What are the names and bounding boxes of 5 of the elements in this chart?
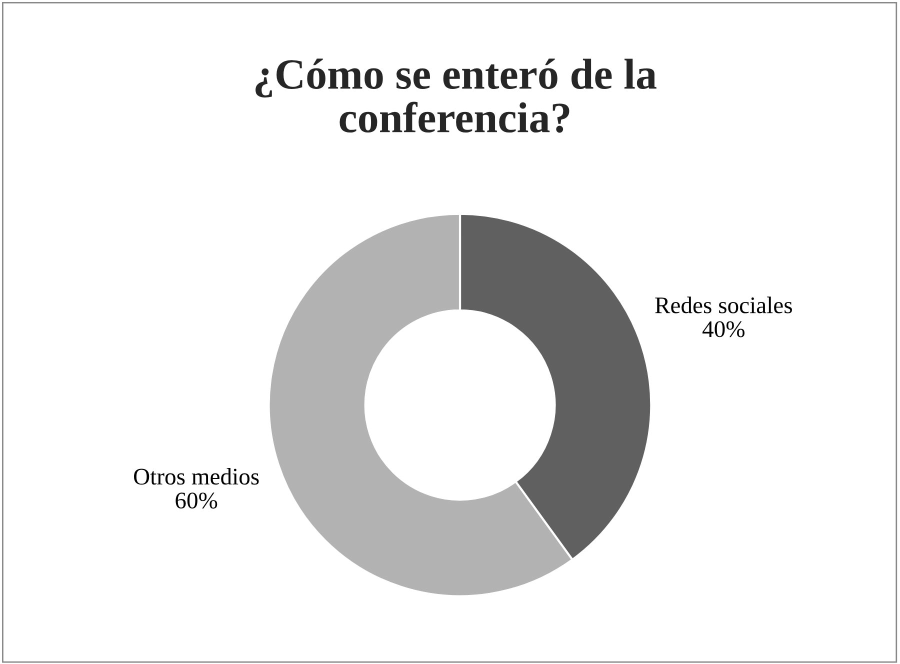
slice-label: Otros medios <box>134 468 259 485</box>
chart-title: ¿Cómo se enteró de la conferencia? <box>256 58 656 133</box>
data-label: 60% <box>176 492 218 509</box>
data-label: 40% <box>702 321 745 338</box>
slice-label: Redes sociales <box>655 296 792 314</box>
